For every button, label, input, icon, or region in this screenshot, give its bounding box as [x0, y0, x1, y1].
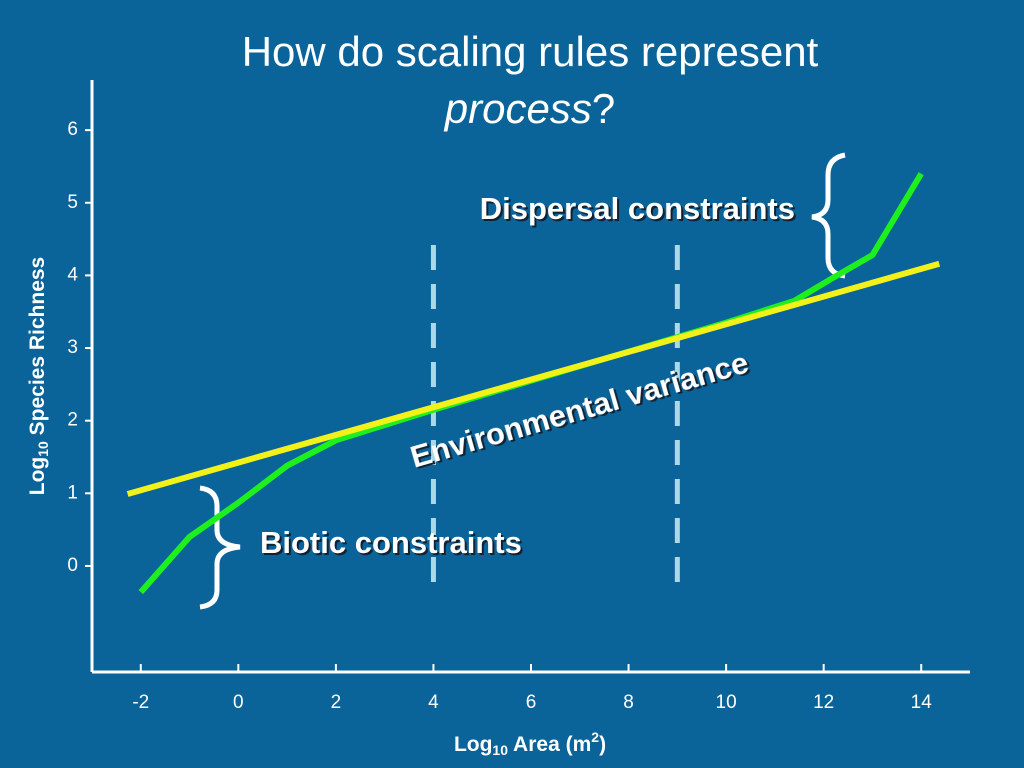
- annotation: Biotic constraints: [260, 525, 522, 560]
- x-label-end: ): [599, 733, 606, 756]
- title: How do scaling rules represent: [242, 28, 819, 75]
- y-tick-label: 5: [67, 192, 78, 213]
- x-tick-label: 10: [716, 692, 737, 713]
- y-tick-label: 3: [67, 337, 78, 358]
- y-tick-label: 1: [67, 482, 78, 503]
- y-axis-label: Log10 Species Richness: [26, 257, 51, 496]
- series-line: [126, 260, 941, 497]
- x-tick-label: 8: [623, 692, 634, 713]
- brace-dispersal: [811, 152, 846, 279]
- x-tick-label: 4: [428, 692, 439, 713]
- annotation: Dispersal constraints: [480, 191, 795, 226]
- series-line: [138, 172, 924, 595]
- x-tick-label: 0: [233, 692, 244, 713]
- x-label-sub: 10: [492, 742, 508, 758]
- y-label-rest: Species Richness: [26, 257, 49, 441]
- x-tick-label: 6: [526, 692, 537, 713]
- x-axis-label: Log10 Area (m2): [454, 729, 606, 758]
- title-end: ?: [592, 85, 615, 132]
- y-label-sub: 10: [35, 441, 51, 457]
- x-label-rest: Area (m: [508, 733, 591, 756]
- x-tick-label: 2: [331, 692, 342, 713]
- title-emphasis: process: [443, 85, 592, 132]
- brace-biotic: [199, 485, 241, 610]
- x-label-text: Log: [454, 733, 492, 756]
- y-label-text: Log: [26, 457, 49, 495]
- x-label-sup: 2: [591, 729, 599, 745]
- title-line-2: process?: [443, 85, 615, 132]
- y-tick-label: 0: [67, 555, 78, 576]
- x-tick-label: -2: [132, 692, 149, 713]
- y-tick-label: 2: [67, 410, 78, 431]
- y-tick-label: 6: [67, 119, 78, 140]
- y-tick-label: 4: [67, 264, 78, 285]
- x-tick-label: 12: [813, 692, 834, 713]
- x-tick-label: 14: [911, 692, 933, 713]
